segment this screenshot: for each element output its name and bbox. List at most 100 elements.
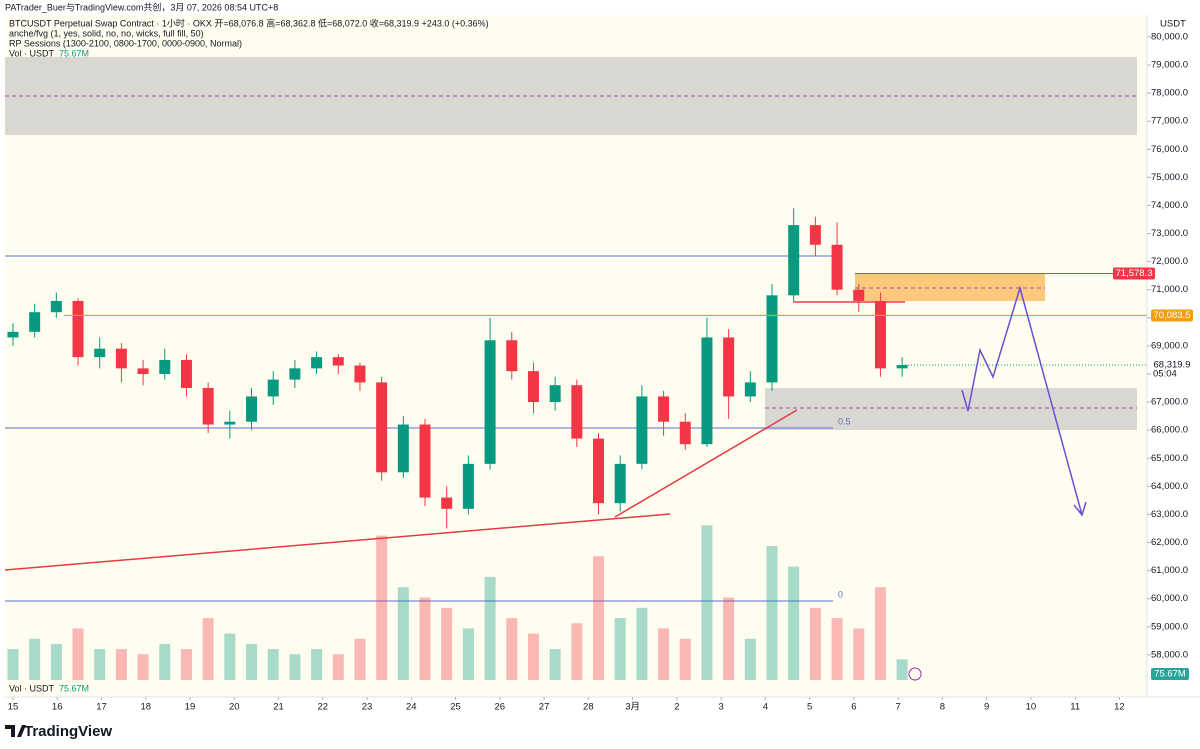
price-badge-time: 05:04 [1153,369,1177,380]
volume-bar [224,633,236,680]
candle-body [896,364,908,369]
x-tick-label: 5 [807,702,812,713]
volume-bar [7,649,19,680]
candle-body [701,337,713,445]
vol-badge-label: 75.67M [1154,669,1186,680]
candle-body [549,385,561,403]
volume-bar [397,587,409,680]
demand-zone [765,388,1137,430]
volume-bar [809,607,821,680]
projection-path [961,285,1083,516]
x-tick-label: 9 [984,702,989,713]
x-tick-label: 21 [273,702,284,713]
y-tick-label: 63,000.0 [1151,509,1188,520]
indicator-legend: RP Sessions (1300-2100, 0800-1700, 0000-… [9,38,242,48]
volume-bar [137,654,149,680]
x-tick-label: 11 [1070,702,1080,713]
trendline [614,409,798,518]
x-tick-label: 10 [1026,702,1037,713]
axis-unit: USDT [1160,19,1186,30]
volume-bar [289,654,301,680]
y-tick-label: 58,000.0 [1151,649,1188,660]
symbol-legend: BTCUSDT Perpetual Swap Contract · 1小时 · … [9,17,489,28]
candle-body [853,289,865,301]
volume-bar [766,545,778,680]
x-tick-label: 24 [406,702,417,713]
candle-body [115,348,127,369]
candle-body [527,371,539,403]
candle-body [874,300,886,369]
volume-bar [332,654,344,680]
candle-body [72,300,84,358]
y-tick-label: 67,000.0 [1151,397,1188,408]
y-tick-label: 71,000.0 [1151,284,1188,295]
x-tick-label: 25 [450,702,461,713]
alert-icon[interactable] [908,667,922,681]
price-badge-label: 70,083.5 [1154,310,1191,321]
volume-bar [658,628,670,680]
fvg-box [855,273,1045,301]
candle-body [419,424,431,498]
price-axis [1147,0,1200,697]
y-tick-label: 65,000.0 [1151,453,1188,464]
x-tick-label: 15 [8,702,19,713]
volume-bar [614,618,626,680]
volume-bar [484,576,496,680]
candle-body [723,337,735,397]
volume-bar [896,659,908,680]
candle-body [267,379,279,397]
volume-bar [180,649,192,680]
vol-pane-label: Vol · USDT [9,683,55,693]
candle-body [332,357,344,366]
candle-body [50,300,62,313]
vol-legend-value: 75.67M [59,48,89,58]
x-tick-label: 3 [718,702,723,713]
volume-bar [311,649,323,680]
volume-bar [788,566,800,680]
volume-bar [462,628,474,680]
x-tick-label: 26 [495,702,506,713]
fib-label: 0 [838,589,843,599]
volume-bar [527,633,539,680]
volume-bar [376,535,388,680]
y-tick-label: 62,000.0 [1151,537,1188,548]
volume-bar [506,618,518,680]
vol-badge [1151,668,1189,680]
volume-bar [441,607,453,680]
candle-body [593,438,605,504]
candle-body [159,359,171,374]
y-tick-label: 69,000.0 [1151,340,1188,351]
x-tick-label: 16 [52,702,63,713]
volume-bar [636,607,648,680]
volume-bar [115,649,127,680]
y-tick-label: 61,000.0 [1151,565,1188,576]
volume-bar [571,623,583,680]
x-tick-label: 8 [940,702,945,713]
candle-body [311,357,323,369]
price-badge [1151,358,1193,379]
price-badge-label: 68,319.9 [1154,360,1191,371]
axis: 58,000.0 59,000.0 60,000.0 61,000.0 62,000.0… [8,31,1193,713]
brand-logo [5,725,26,737]
vol-legend: Vol · USDT [9,48,55,58]
y-tick-label: 72,000.0 [1151,256,1188,267]
x-tick-label: 2 [674,702,679,713]
volume-bar [267,649,279,680]
volume-bar [853,628,865,680]
y-tick-label: 75,000.0 [1151,172,1188,183]
y-tick-label: 66,000.0 [1151,425,1188,436]
x-tick-label: 7 [896,702,901,713]
x-tick-label: 6 [851,702,856,713]
volume-bar [744,638,756,680]
candle-body [441,497,453,509]
volume-bar [419,597,431,680]
volume-bar [874,587,886,680]
y-tick-label: 77,000.0 [1151,116,1188,127]
y-tick-label: 60,000.0 [1151,593,1188,604]
candle-body [29,312,41,332]
x-tick-label: 18 [140,702,151,713]
candle-body [571,385,583,439]
volume-bar [29,638,41,680]
